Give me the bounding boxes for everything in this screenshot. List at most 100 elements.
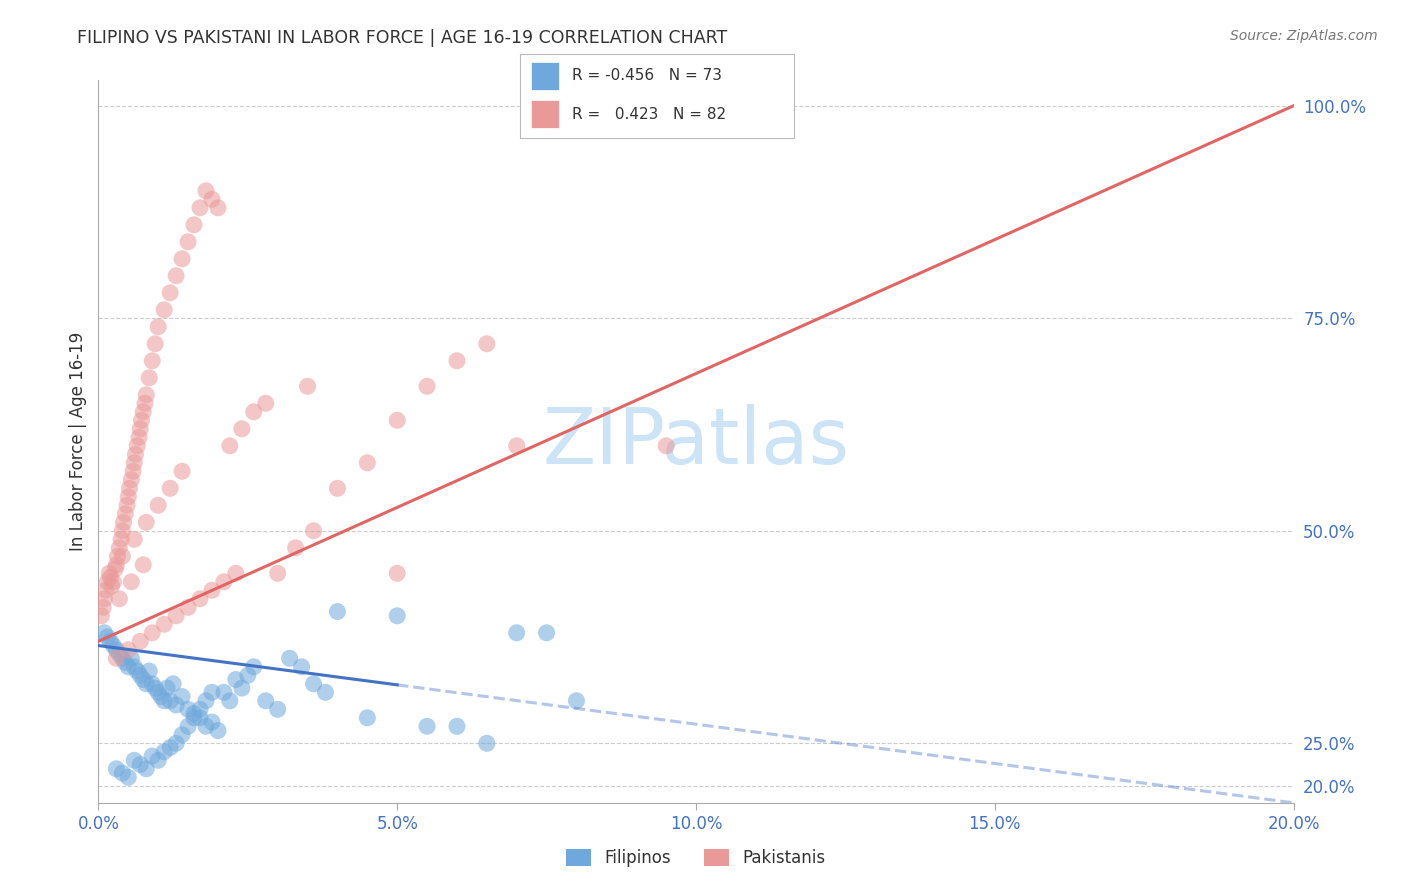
Point: [111, 651, 134, 665]
Point: [231, 422, 253, 436]
Point: [132, 405, 155, 419]
Point: [177, 719, 200, 733]
Point: [100, 579, 122, 593]
Point: [446, 719, 468, 733]
Point: [159, 694, 181, 708]
Point: [302, 677, 325, 691]
Point: [302, 524, 325, 538]
Point: [94, 583, 117, 598]
Point: [124, 834, 146, 848]
Point: [326, 481, 349, 495]
Point: [165, 268, 187, 283]
Point: [112, 516, 135, 530]
Point: [219, 439, 242, 453]
Point: [212, 685, 235, 699]
Point: [105, 642, 128, 657]
Point: [124, 533, 146, 547]
Point: [188, 711, 211, 725]
Point: [385, 566, 409, 581]
Text: ZIPatlas: ZIPatlas: [543, 403, 849, 480]
Point: [231, 681, 253, 695]
Point: [117, 642, 139, 657]
Point: [148, 498, 170, 512]
Point: [267, 702, 290, 716]
Point: [108, 541, 131, 555]
Point: [159, 285, 181, 300]
Point: [315, 685, 337, 699]
Point: [114, 656, 136, 670]
Point: [105, 651, 128, 665]
Text: R = -0.456   N = 73: R = -0.456 N = 73: [572, 69, 723, 84]
Point: [117, 770, 139, 784]
Point: [188, 591, 211, 606]
Point: [195, 719, 218, 733]
Point: [153, 302, 176, 317]
Point: [183, 711, 205, 725]
Point: [243, 405, 266, 419]
Point: [131, 413, 153, 427]
Point: [129, 757, 152, 772]
Point: [103, 574, 125, 589]
Point: [132, 558, 155, 572]
Point: [138, 664, 160, 678]
Point: [148, 685, 170, 699]
Point: [188, 201, 211, 215]
Point: [536, 625, 558, 640]
Point: [124, 456, 146, 470]
Point: [159, 481, 181, 495]
Point: [98, 566, 121, 581]
Point: [201, 714, 224, 729]
Point: [129, 422, 152, 436]
Text: R =   0.423   N = 82: R = 0.423 N = 82: [572, 107, 727, 121]
Point: [117, 660, 139, 674]
Point: [150, 690, 173, 704]
Text: FILIPINO VS PAKISTANI IN LABOR FORCE | AGE 16-19 CORRELATION CHART: FILIPINO VS PAKISTANI IN LABOR FORCE | A…: [77, 29, 727, 47]
Point: [475, 736, 498, 750]
Point: [278, 651, 301, 665]
Point: [107, 549, 129, 564]
Point: [385, 413, 409, 427]
Point: [108, 591, 131, 606]
Point: [172, 728, 194, 742]
Point: [165, 608, 187, 623]
Point: [356, 711, 378, 725]
Point: [416, 379, 439, 393]
Point: [141, 353, 163, 368]
Point: [291, 660, 314, 674]
Point: [124, 447, 146, 461]
Point: [212, 574, 235, 589]
Point: [96, 630, 118, 644]
Point: [114, 507, 136, 521]
Point: [103, 639, 125, 653]
Point: [162, 677, 184, 691]
Point: [91, 600, 114, 615]
Point: [143, 681, 166, 695]
Point: [565, 694, 588, 708]
Point: [138, 371, 160, 385]
Point: [201, 685, 224, 699]
Point: [124, 660, 146, 674]
Point: [117, 490, 139, 504]
Point: [111, 766, 134, 780]
Point: [120, 651, 142, 665]
Point: [129, 634, 152, 648]
Point: [134, 396, 156, 410]
Point: [108, 647, 131, 661]
Point: [93, 625, 115, 640]
Point: [129, 668, 152, 682]
Point: [124, 753, 146, 767]
Point: [165, 736, 187, 750]
Point: [172, 690, 194, 704]
Point: [118, 481, 141, 495]
Point: [148, 319, 170, 334]
Point: [207, 723, 229, 738]
Point: [183, 706, 205, 721]
Point: [254, 396, 277, 410]
Point: [188, 702, 211, 716]
Y-axis label: In Labor Force | Age 16-19: In Labor Force | Age 16-19: [69, 332, 87, 551]
Point: [207, 201, 229, 215]
Point: [110, 533, 132, 547]
Bar: [531, 62, 558, 90]
Point: [225, 673, 247, 687]
Point: [243, 660, 266, 674]
